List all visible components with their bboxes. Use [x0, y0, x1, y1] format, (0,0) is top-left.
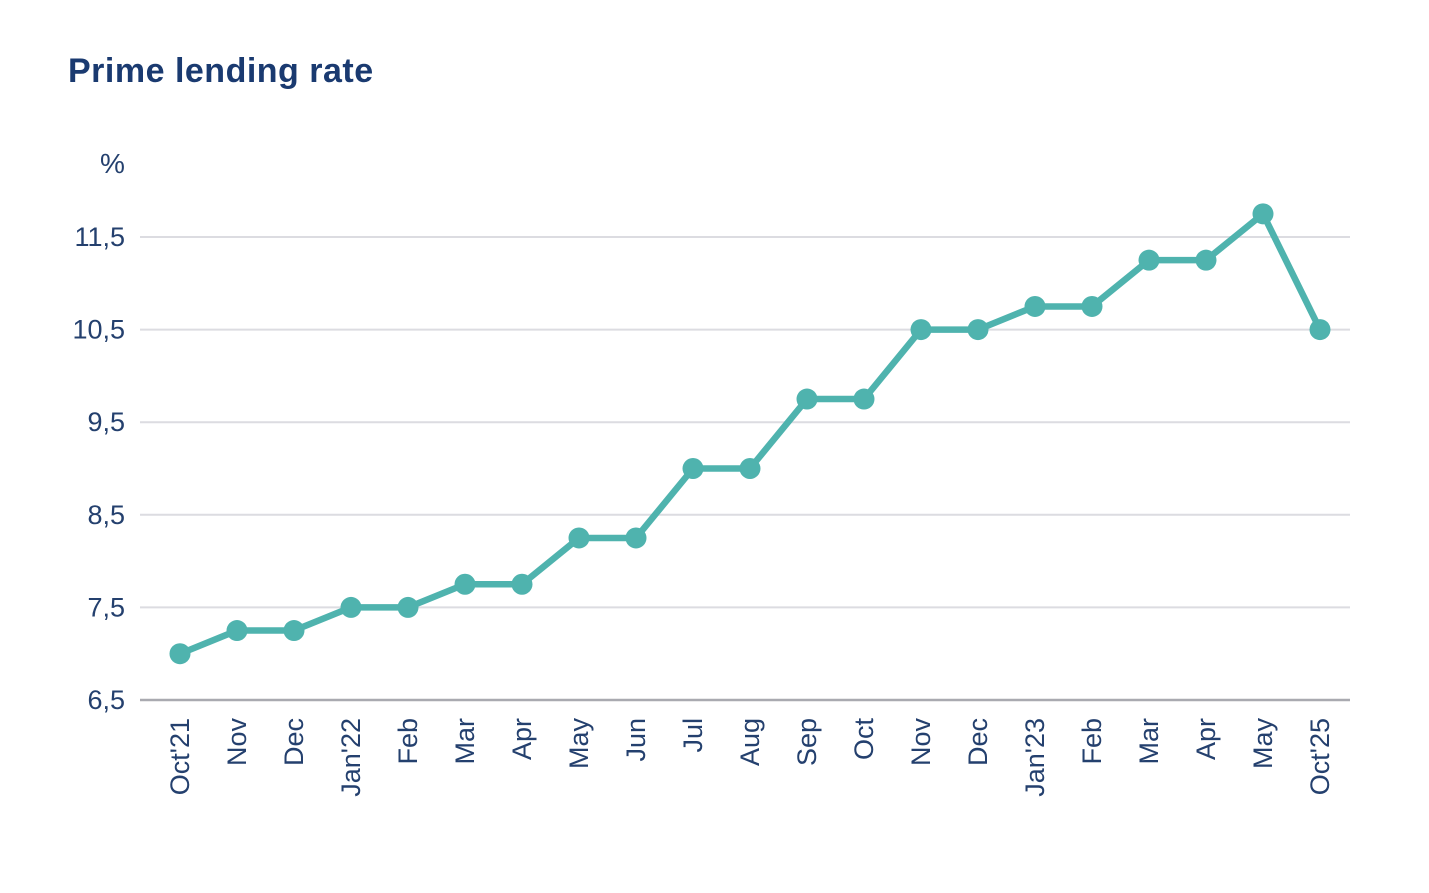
y-axis-tick-label: 9,5 [87, 407, 125, 437]
data-point-marker [796, 388, 818, 410]
data-point-marker [283, 620, 305, 642]
x-axis-tick-label: Mar [1134, 718, 1164, 765]
y-axis-tick-label: 7,5 [87, 592, 125, 622]
y-axis-tick-label: 8,5 [87, 500, 125, 530]
data-point-marker [169, 643, 191, 665]
data-point-marker [1309, 319, 1331, 341]
data-point-marker [967, 319, 989, 341]
x-axis-tick-label: May [564, 718, 594, 770]
data-point-marker [1138, 249, 1160, 271]
y-axis-tick-label: 10,5 [72, 315, 125, 345]
x-axis-tick-label: Nov [906, 718, 936, 767]
data-point-marker [1081, 295, 1103, 317]
data-point-marker [625, 527, 647, 549]
data-point-marker [739, 458, 761, 479]
x-axis-tick-label: Feb [1077, 718, 1107, 765]
rate-line [176, 210, 1324, 657]
data-point-marker [1195, 249, 1217, 271]
x-axis-tick-label: Apr [507, 718, 537, 760]
data-point-marker [340, 596, 362, 618]
x-axis-tick-label: Oct'21 [165, 718, 195, 795]
data-point-marker [1252, 203, 1274, 225]
x-axis-tick-label: Jan'22 [336, 718, 366, 797]
x-axis-tick-label: Feb [393, 718, 423, 765]
x-axis-tick-label: Nov [222, 718, 252, 767]
x-axis-tick-label: Apr [1191, 718, 1221, 760]
data-point-marker [682, 458, 704, 479]
x-axis-tick-label: Mar [450, 718, 480, 765]
data-point-marker [511, 573, 533, 595]
data-point-marker [853, 388, 875, 410]
x-axis-tick-label: May [1248, 718, 1278, 770]
y-axis-unit-label: % [100, 148, 125, 179]
x-axis-tick-label: Oct [849, 718, 879, 761]
x-axis-tick-label: Dec [279, 718, 309, 766]
data-point-marker [910, 319, 932, 341]
data-point-marker [1024, 295, 1046, 317]
x-axis-tick-label: Dec [963, 718, 993, 766]
y-axis-tick-label: 6,5 [87, 685, 125, 715]
data-point-marker [397, 596, 419, 618]
y-axis-tick-label: 11,5 [74, 222, 125, 252]
x-axis-tick-label: Sep [792, 718, 822, 766]
data-point-marker [226, 620, 248, 642]
x-axis-tick-label: Aug [735, 718, 765, 766]
x-axis-tick-label: Jan'23 [1020, 718, 1050, 797]
x-axis-tick-label: Jul [678, 718, 708, 753]
x-axis-tick-label: Oct'25 [1305, 718, 1335, 795]
data-point-marker [568, 527, 590, 549]
data-point-marker [454, 573, 476, 595]
chart-title: Prime lending rate [68, 52, 374, 90]
x-axis-tick-label: Jun [621, 718, 651, 762]
